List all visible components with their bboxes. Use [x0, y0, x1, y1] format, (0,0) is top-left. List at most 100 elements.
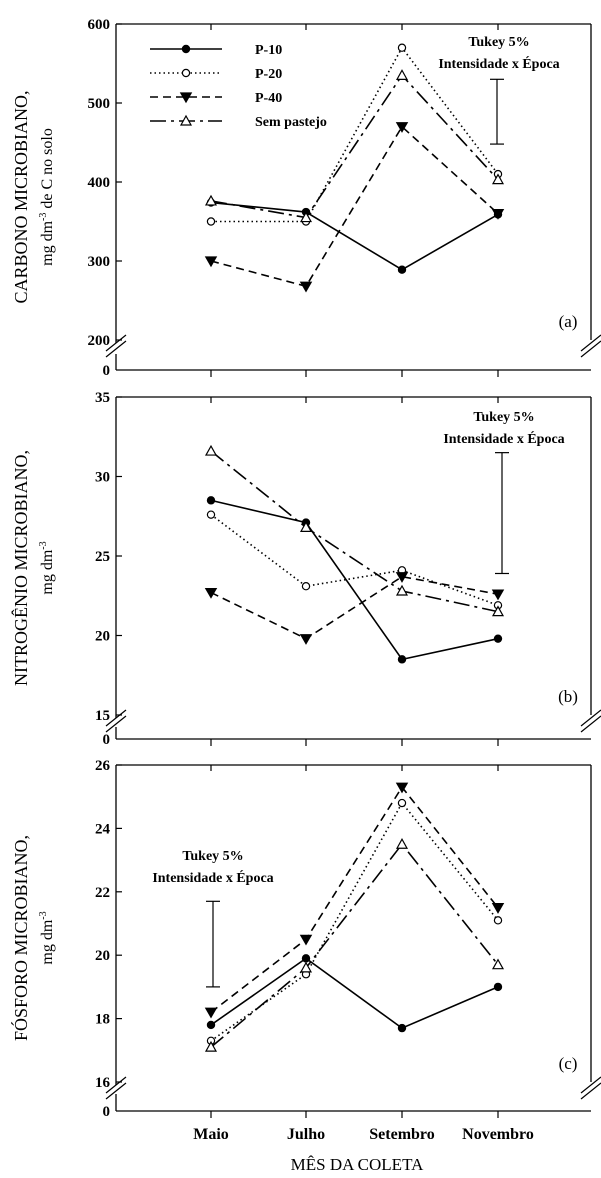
y-tick-label: 0 — [103, 363, 111, 379]
axis-break-mark — [105, 715, 127, 733]
data-point-open-triangle-up — [204, 194, 218, 206]
y-axis-title-line2: mg dm-3 de C no solo — [38, 128, 56, 266]
data-point-open-circle — [206, 510, 216, 519]
data-point-open-triangle-up — [491, 173, 505, 185]
x-tick-label: Maio — [193, 1126, 229, 1143]
data-point-filled-circle — [397, 655, 407, 664]
tukey-label-line2: Intensidade x Época — [152, 869, 273, 886]
y-tick-label: 22 — [95, 885, 110, 901]
y-axis-title-line1: NITROGÊNIO MICROBIANO, — [10, 450, 31, 686]
axis-break-mark — [580, 334, 601, 352]
series-line-p-10 — [210, 957, 499, 1030]
legend-label: P-10 — [255, 43, 282, 58]
y-tick-label: 25 — [95, 549, 110, 565]
data-point-filled-triangle-down — [299, 281, 313, 293]
ylabel-unit-exponent: -3 — [38, 541, 49, 549]
tukey-label-line2: Intensidade x Época — [438, 55, 559, 72]
ylabel-unit: mg dm — [39, 549, 56, 594]
ylabel-unit-exponent: -3 — [38, 213, 49, 221]
y-tick-label: 0 — [103, 732, 111, 748]
series-line-p-40 — [210, 575, 499, 640]
y-tick-label: 15 — [95, 708, 110, 724]
y-tick-label: 400 — [88, 175, 111, 191]
y-axis-title-line2: mg dm-3 — [38, 911, 56, 964]
tukey-label-line1: Tukey 5% — [473, 410, 534, 425]
data-point-open-triangle-up — [299, 211, 313, 223]
series-line-p-10 — [210, 201, 499, 271]
legend-label: P-40 — [255, 91, 282, 106]
axis-break-mark — [580, 1076, 601, 1094]
data-point-open-triangle-up — [204, 1040, 218, 1052]
tukey-label-line2: Intensidade x Época — [443, 430, 564, 447]
series-line-p-10 — [210, 499, 499, 661]
y-tick-label: 500 — [88, 96, 111, 112]
y-axis-title-line1: FÓSFORO MICROBIANO, — [10, 835, 31, 1041]
axis-break-mark — [580, 1082, 601, 1100]
ylabel-unit-suffix: de C no solo — [39, 128, 56, 212]
panel-label: (c) — [559, 1054, 578, 1073]
legend-marker-filled-circle — [181, 44, 191, 54]
tukey-error-bar — [206, 900, 220, 988]
data-point-open-triangle-up — [491, 958, 505, 970]
y-tick-label: 18 — [95, 1012, 110, 1028]
data-point-filled-triangle-down — [299, 934, 313, 946]
data-point-open-triangle-up — [299, 961, 313, 973]
data-point-open-triangle-up — [395, 838, 409, 849]
x-tick-label: Julho — [287, 1126, 325, 1143]
series-line-sem-pastejo — [210, 74, 499, 219]
tukey-error-bar — [490, 78, 504, 145]
data-point-filled-circle — [206, 1020, 216, 1030]
axis-break-mark — [105, 340, 127, 358]
data-point-filled-circle — [493, 982, 503, 992]
data-point-filled-circle — [206, 496, 216, 505]
y-axis-title-line1: CARBONO MICROBIANO, — [11, 90, 31, 303]
y-tick-label: 0 — [103, 1104, 111, 1120]
y-tick-label: 26 — [95, 758, 111, 774]
chart-panel-a: 200 300 400 500 600 0 CARBONO MICROBIANO, mg dm… — [11, 17, 601, 379]
legend-marker-filled-triangle-down — [179, 92, 193, 104]
legend-label: Sem pastejo — [255, 115, 327, 130]
data-point-filled-triangle-down — [299, 634, 313, 645]
y-tick-label: 200 — [88, 333, 111, 349]
y-tick-label: 300 — [88, 254, 111, 270]
data-point-open-circle — [206, 217, 216, 226]
ylabel-unit-exponent: -3 — [38, 911, 49, 919]
chart-panel-c: 16 18 20 22 24 26 0 FÓSFORO MICROBIANO, mg dm-3 T… — [10, 758, 601, 1120]
x-axis-title: MÊS DA COLETA — [291, 1155, 424, 1174]
data-point-filled-triangle-down — [395, 122, 409, 133]
x-tick-label: Novembro — [462, 1126, 534, 1143]
tukey-label-line1: Tukey 5% — [468, 35, 529, 50]
y-tick-label: 20 — [95, 629, 110, 645]
series-line-p-40 — [210, 785, 499, 1013]
y-tick-label: 30 — [95, 470, 110, 486]
axis-break-mark — [105, 334, 127, 352]
axis-break-mark — [105, 709, 127, 727]
data-point-filled-triangle-down — [395, 782, 409, 794]
y-axis-title-line2: mg dm-3 — [38, 541, 56, 594]
axis-break-mark — [105, 1076, 127, 1094]
x-tick-label: Setembro — [369, 1126, 434, 1143]
data-point-filled-triangle-down — [204, 587, 218, 599]
axis-break-mark — [580, 709, 601, 727]
y-tick-label: 35 — [95, 390, 110, 406]
panel-label: (b) — [558, 687, 578, 706]
y-tick-label: 16 — [95, 1075, 111, 1091]
tukey-label-line1: Tukey 5% — [182, 849, 243, 864]
data-point-filled-circle — [301, 954, 311, 963]
y-axis-title: CARBONO MICROBIANO, mg dm-3 de C no solo — [11, 90, 56, 303]
data-point-open-circle — [301, 582, 311, 591]
data-point-open-triangle-up — [299, 521, 313, 532]
chart-panel-b: 15 20 25 30 35 0 NITROGÊNIO MICROBIANO, mg dm-3… — [10, 390, 601, 748]
axis-break-mark — [105, 1082, 127, 1100]
data-point-filled-circle — [493, 634, 503, 643]
series-line-sem-pastejo — [210, 842, 499, 1048]
data-point-filled-triangle-down — [204, 256, 218, 268]
ylabel-unit: mg dm — [39, 919, 56, 964]
series-line-sem-pastejo — [210, 450, 499, 613]
data-point-open-triangle-up — [491, 605, 505, 617]
data-point-open-circle — [493, 916, 503, 925]
data-point-filled-triangle-down — [491, 589, 505, 601]
data-point-filled-triangle-down — [204, 1007, 218, 1019]
legend-marker-open-circle — [181, 68, 191, 78]
